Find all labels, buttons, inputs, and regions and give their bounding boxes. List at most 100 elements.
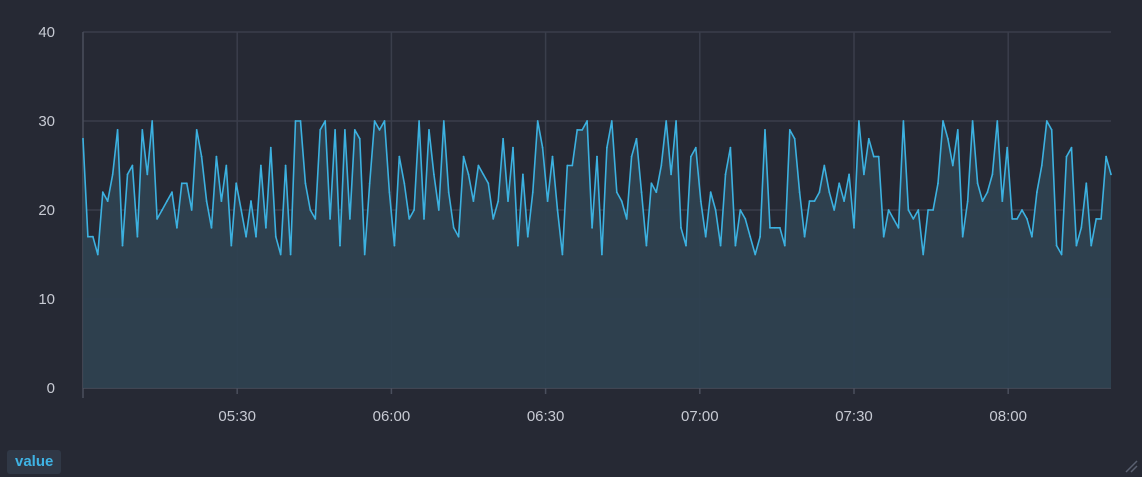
data-point (442, 120, 445, 122)
data-point (932, 209, 934, 211)
data-point (670, 173, 672, 176)
data-point (566, 164, 569, 167)
data-point (433, 173, 435, 176)
data-point (87, 235, 89, 238)
data-point (843, 200, 845, 203)
data-point (146, 173, 149, 176)
data-point (161, 209, 164, 211)
data-point (353, 129, 356, 131)
data-point (255, 235, 257, 238)
data-point (205, 200, 208, 203)
data-point (1026, 218, 1028, 220)
data-point (1021, 209, 1023, 211)
data-point (92, 235, 94, 238)
x-tick-label: 07:00 (681, 408, 719, 425)
data-point (729, 146, 732, 149)
data-point (111, 173, 114, 176)
data-point (1016, 218, 1018, 220)
data-point (610, 120, 613, 122)
data-point (284, 164, 287, 167)
data-point (769, 226, 771, 229)
data-point (606, 146, 608, 149)
data-point (798, 191, 801, 194)
data-point (917, 209, 920, 211)
data-point (976, 182, 979, 185)
data-point (1065, 155, 1068, 158)
data-point (1060, 253, 1063, 256)
data-point (531, 191, 534, 194)
y-tick-label: 40 (38, 24, 55, 41)
data-point (96, 253, 99, 256)
data-point (620, 200, 623, 203)
data-point (106, 200, 109, 203)
data-point (650, 182, 653, 185)
data-point (136, 235, 139, 238)
data-point (882, 235, 885, 238)
data-point (349, 218, 351, 220)
x-axis: 05:30 06:00 06:30 07:00 07:30 08:00 (218, 388, 1027, 425)
data-point (398, 155, 401, 158)
data-point (294, 120, 297, 122)
data-point (437, 209, 440, 211)
y-tick-label: 20 (38, 202, 55, 219)
x-tick-label: 05:30 (218, 408, 256, 425)
data-point (640, 191, 643, 194)
data-point (902, 120, 905, 122)
data-point (561, 253, 564, 256)
data-point (1105, 155, 1107, 158)
data-point (991, 173, 994, 176)
data-point (517, 244, 519, 247)
data-point (314, 218, 317, 220)
resize-handle-icon[interactable] (1124, 459, 1138, 473)
data-point (774, 226, 776, 229)
data-point (927, 209, 929, 211)
data-point (1100, 218, 1102, 220)
data-point (877, 155, 880, 158)
data-point (749, 235, 752, 238)
data-point (393, 244, 396, 247)
data-point (912, 218, 915, 220)
data-point (176, 226, 178, 229)
data-point (655, 191, 658, 194)
data-point (344, 129, 346, 131)
data-point (576, 129, 579, 131)
y-tick-label: 0 (47, 380, 55, 397)
data-point (863, 173, 865, 176)
y-tick-label: 10 (38, 291, 55, 308)
data-point (694, 146, 697, 149)
data-point (190, 209, 193, 211)
data-point (373, 120, 376, 122)
legend-item-value[interactable]: value (7, 450, 62, 474)
data-point (309, 209, 312, 211)
data-point (813, 200, 816, 203)
data-point (526, 235, 529, 238)
data-point (546, 200, 549, 203)
data-point (215, 155, 218, 158)
data-point (512, 146, 514, 149)
series-layer (82, 120, 1112, 388)
data-point (1080, 226, 1083, 229)
data-point (754, 253, 757, 256)
data-point (699, 200, 702, 203)
data-point (660, 164, 663, 167)
y-axis: 0 10 20 30 40 (38, 24, 55, 397)
data-point (793, 137, 796, 140)
data-point (942, 120, 944, 122)
data-point (428, 129, 430, 131)
data-point (981, 200, 984, 203)
data-point (116, 129, 119, 131)
data-point (734, 244, 737, 247)
data-point (630, 155, 633, 158)
data-point (265, 226, 267, 229)
data-point (403, 182, 406, 185)
data-point (645, 244, 648, 247)
data-point (279, 253, 282, 256)
data-point (225, 164, 228, 167)
data-point (848, 173, 850, 176)
data-point (675, 120, 677, 122)
data-point (457, 235, 460, 238)
data-point (492, 218, 495, 220)
data-point (1045, 120, 1048, 122)
